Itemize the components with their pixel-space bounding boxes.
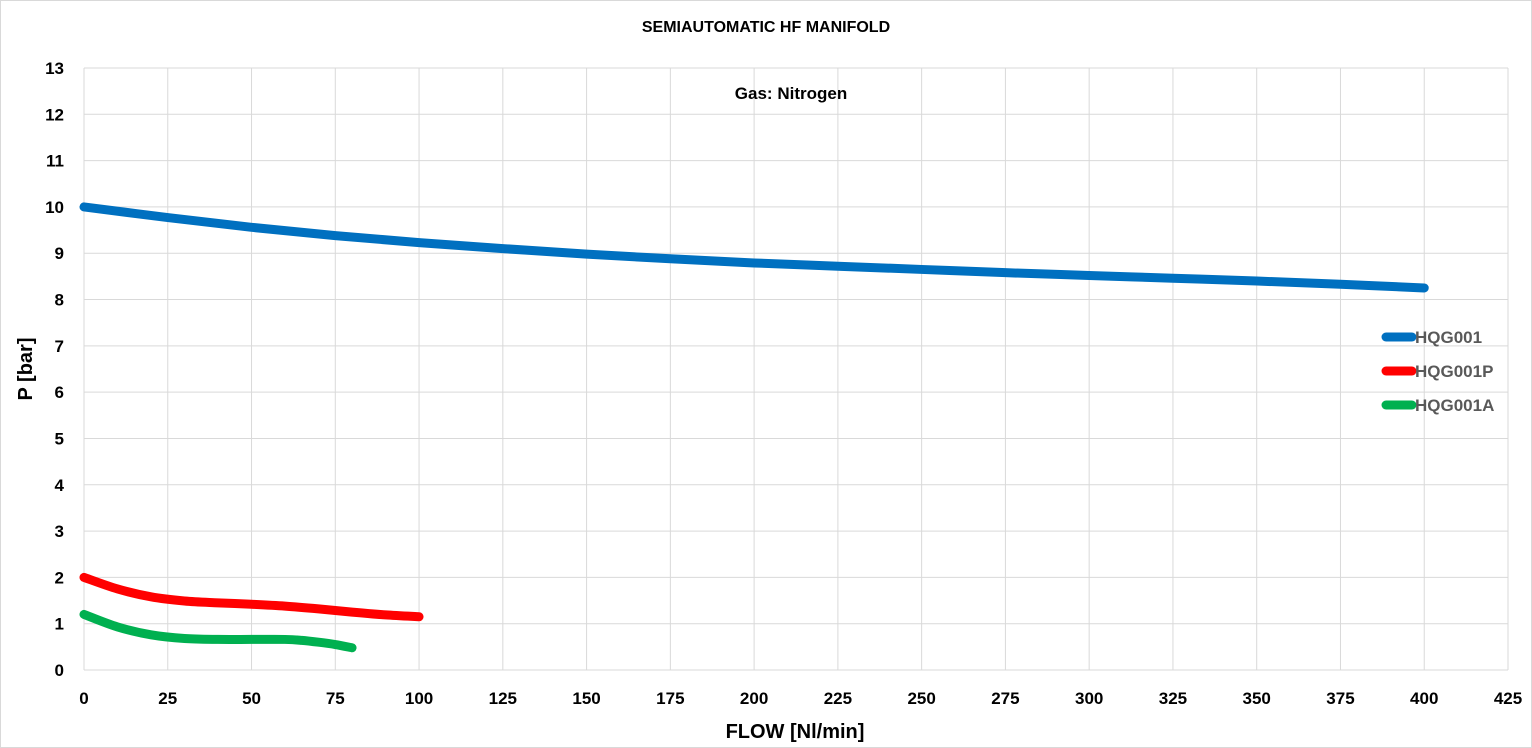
y-tick-label: 10 [45,198,64,217]
series-line-hqg001p [79,572,424,622]
x-tick-label: 25 [158,689,177,708]
y-tick-label: 8 [55,291,64,310]
y-tick-label: 13 [45,59,64,78]
x-tick-label: 300 [1075,689,1103,708]
x-tick-label: 425 [1494,689,1522,708]
series-line-hqg001a [79,609,357,653]
x-tick-label: 125 [489,689,517,708]
y-tick-label: 4 [55,476,65,495]
y-tick-label: 1 [55,615,64,634]
x-tick-label: 50 [242,689,261,708]
series-line-hqg001 [79,202,1429,293]
x-tick-label: 200 [740,689,768,708]
legend: HQG001 HQG001P HQG001A [1381,328,1494,415]
y-tick-label: 9 [55,244,64,263]
grid-layer [83,67,1509,671]
y-tick-label: 2 [55,568,64,587]
y-tick-label: 11 [46,152,64,171]
x-tick-label: 225 [824,689,852,708]
gas-annotation: Gas: Nitrogen [735,84,847,103]
legend-label-hqg001p: HQG001P [1415,362,1493,381]
x-tick-label: 0 [79,689,88,708]
x-tick-label: 275 [991,689,1019,708]
y-axis-title: P [bar] [15,338,37,401]
y-tick-label: 3 [55,522,64,541]
x-axis-title: FLOW [Nl/min] [726,721,865,743]
y-tick-label: 6 [55,383,64,402]
x-tick-label: 375 [1326,689,1354,708]
legend-label-hqg001: HQG001 [1415,328,1482,347]
legend-label-hqg001a: HQG001A [1415,396,1494,415]
x-tick-label: 350 [1243,689,1271,708]
x-tick-label: 175 [656,689,684,708]
x-tick-label: 75 [326,689,345,708]
x-tick-label: 150 [572,689,600,708]
y-tick-label: 5 [55,429,64,448]
x-tick-label: 325 [1159,689,1187,708]
y-tick-label: 12 [45,105,64,124]
x-tick-label: 250 [907,689,935,708]
series-layer [79,202,1429,653]
chart-title: SEMIAUTOMATIC HF MANIFOLD [642,19,890,36]
y-tick-label: 7 [55,337,64,356]
x-tick-label: 400 [1410,689,1438,708]
y-tick-label: 0 [55,661,64,680]
x-tick-label: 100 [405,689,433,708]
